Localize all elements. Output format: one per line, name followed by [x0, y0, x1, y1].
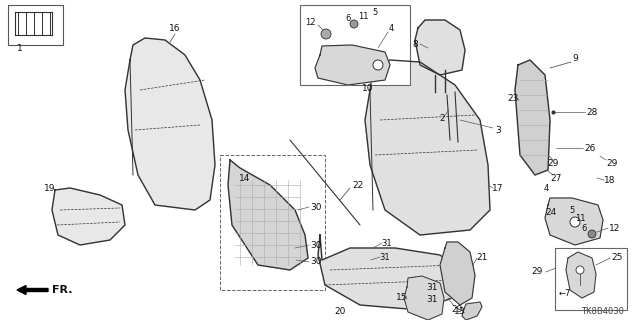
Text: 19: 19	[44, 183, 56, 193]
Text: 18: 18	[604, 175, 616, 185]
Bar	[220, 155, 325, 290]
Text: 29: 29	[451, 305, 463, 314]
Polygon shape	[125, 38, 215, 210]
Polygon shape	[515, 60, 550, 175]
Text: 21: 21	[476, 253, 488, 262]
Text: 31: 31	[426, 283, 438, 292]
Text: 30: 30	[310, 203, 322, 212]
Text: 24: 24	[545, 207, 557, 217]
Text: 31: 31	[381, 238, 392, 247]
Circle shape	[321, 29, 331, 39]
Text: 9: 9	[572, 53, 578, 62]
Text: 25: 25	[611, 253, 623, 262]
Text: 5: 5	[570, 205, 575, 214]
Polygon shape	[228, 160, 308, 270]
Text: 29: 29	[606, 158, 618, 167]
Bar	[8, 5, 63, 45]
Text: 2: 2	[439, 114, 445, 123]
Text: 29: 29	[547, 158, 559, 167]
Text: 27: 27	[550, 173, 562, 182]
Polygon shape	[566, 252, 596, 298]
Text: 16: 16	[169, 23, 180, 33]
Text: 8: 8	[412, 39, 418, 49]
Polygon shape	[318, 235, 460, 310]
Text: 4: 4	[543, 183, 548, 193]
Text: 20: 20	[334, 308, 346, 316]
Polygon shape	[315, 45, 390, 85]
Text: 15: 15	[396, 293, 408, 302]
Text: 14: 14	[239, 173, 251, 182]
Bar	[300, 5, 410, 85]
Text: 13: 13	[454, 308, 466, 316]
Text: 3: 3	[495, 125, 501, 134]
Bar	[555, 248, 627, 310]
Circle shape	[576, 266, 584, 274]
Text: 11: 11	[358, 12, 368, 20]
Text: FR.: FR.	[52, 285, 72, 295]
Circle shape	[588, 230, 596, 238]
Text: 12: 12	[305, 18, 316, 27]
Text: ←7: ←7	[559, 289, 571, 298]
Text: 12: 12	[609, 223, 621, 233]
Circle shape	[373, 60, 383, 70]
Circle shape	[570, 217, 580, 227]
Polygon shape	[440, 242, 475, 305]
Text: 26: 26	[584, 143, 596, 153]
Text: 11: 11	[575, 213, 585, 222]
FancyArrow shape	[17, 285, 48, 294]
Polygon shape	[52, 188, 125, 245]
Text: 22: 22	[353, 180, 364, 189]
Text: 17: 17	[492, 183, 504, 193]
Circle shape	[350, 20, 358, 28]
Text: 6: 6	[581, 223, 587, 233]
Polygon shape	[404, 276, 444, 320]
Polygon shape	[462, 302, 482, 320]
Polygon shape	[545, 198, 603, 245]
Text: 30: 30	[310, 241, 322, 250]
Text: 10: 10	[362, 84, 374, 92]
Text: 23: 23	[508, 93, 518, 102]
Text: 4: 4	[388, 23, 394, 33]
Text: 6: 6	[346, 13, 351, 22]
Text: 5: 5	[372, 7, 378, 17]
Polygon shape	[415, 20, 465, 75]
Text: 29: 29	[531, 268, 543, 276]
Text: 31: 31	[426, 295, 438, 305]
Text: 28: 28	[586, 108, 598, 116]
Text: 1: 1	[17, 44, 23, 52]
Text: 31: 31	[380, 252, 390, 261]
Text: 30: 30	[310, 258, 322, 267]
Polygon shape	[365, 60, 490, 235]
Text: TK8B4030: TK8B4030	[580, 308, 623, 316]
